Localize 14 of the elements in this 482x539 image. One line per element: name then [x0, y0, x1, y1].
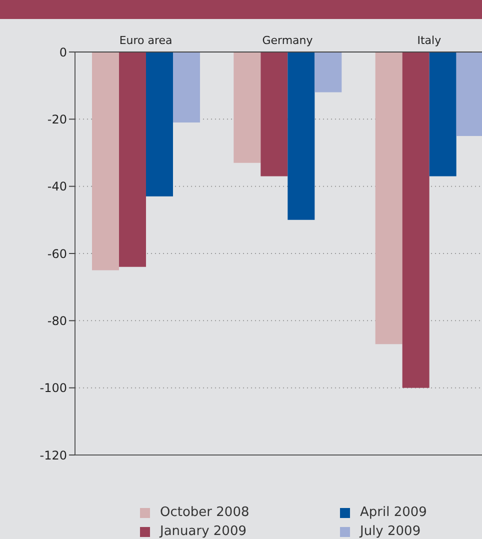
- x-tick-label: Italy: [417, 34, 442, 47]
- x-tick-label: Germany: [262, 34, 314, 47]
- y-tick-label: -20: [47, 112, 67, 126]
- legend-label: October 2008: [160, 505, 250, 520]
- y-tick-label: -60: [47, 246, 67, 261]
- y-tick-label: -80: [47, 314, 67, 328]
- y-tick-label: 0: [59, 45, 67, 60]
- legend-label: July 2009: [360, 524, 421, 539]
- legend-label: April 2009: [360, 505, 427, 520]
- x-tick-label: Euro area: [119, 34, 172, 47]
- y-tick-label: -100: [40, 381, 67, 396]
- y-tick-label: -120: [40, 448, 67, 462]
- legend-label: January 2009: [160, 524, 246, 539]
- y-tick-label: -40: [47, 180, 67, 194]
